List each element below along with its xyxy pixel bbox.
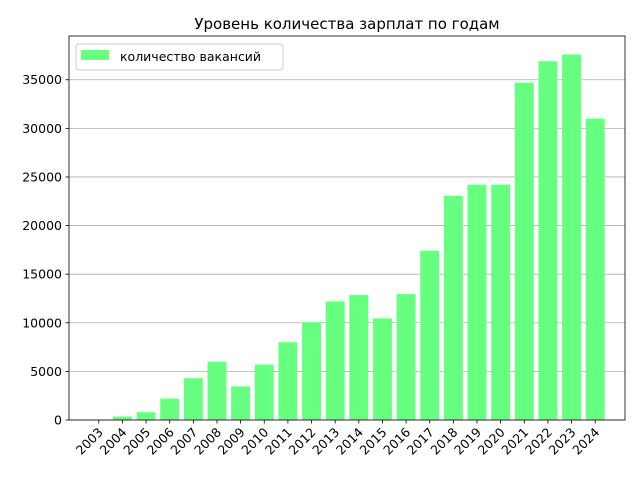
y-tick-label: 15000 (22, 267, 62, 282)
plot-frame (68, 35, 626, 421)
bar-2023 (562, 54, 582, 420)
bar-2005 (136, 412, 156, 420)
bar-2004 (112, 416, 132, 420)
bar-2022 (538, 61, 558, 421)
bar-2020 (491, 184, 511, 420)
bar-2015 (373, 318, 392, 420)
bar-2024 (585, 118, 605, 421)
bar-2019 (467, 184, 487, 420)
bar-2018 (443, 195, 463, 420)
y-tick-label: 5000 (30, 364, 62, 379)
y-tick-label: 0 (54, 413, 62, 428)
bar-2009 (231, 386, 251, 420)
bar-2017 (420, 250, 440, 420)
bar-2010 (254, 364, 274, 420)
chart-title: Уровень количества зарплат по годам (194, 15, 499, 33)
bar-2012 (302, 322, 321, 420)
bar-2006 (160, 398, 180, 420)
legend: количество вакансий (75, 43, 284, 71)
bar-2021 (514, 82, 534, 420)
y-tick-label: 30000 (22, 121, 62, 136)
axes (65, 35, 626, 424)
bar-2007 (183, 378, 203, 420)
legend-frame (75, 43, 284, 71)
bar-2008 (207, 361, 227, 420)
y-tick-label: 25000 (22, 169, 62, 184)
tick-labels: 0500010000150002000025000300003500020032… (22, 72, 602, 457)
legend-label: количество вакансий (120, 49, 261, 64)
bar-2013 (325, 301, 345, 420)
legend-swatch (81, 50, 109, 60)
grid-lines (69, 79, 625, 421)
y-tick-label: 10000 (22, 315, 62, 330)
x-tick-label: 2024 (569, 424, 602, 457)
bars (112, 54, 605, 421)
y-tick-label: 20000 (22, 218, 62, 233)
bar-2011 (278, 342, 298, 420)
bar-2014 (349, 295, 369, 420)
y-tick-label: 35000 (22, 72, 62, 87)
bar-2016 (396, 294, 416, 420)
